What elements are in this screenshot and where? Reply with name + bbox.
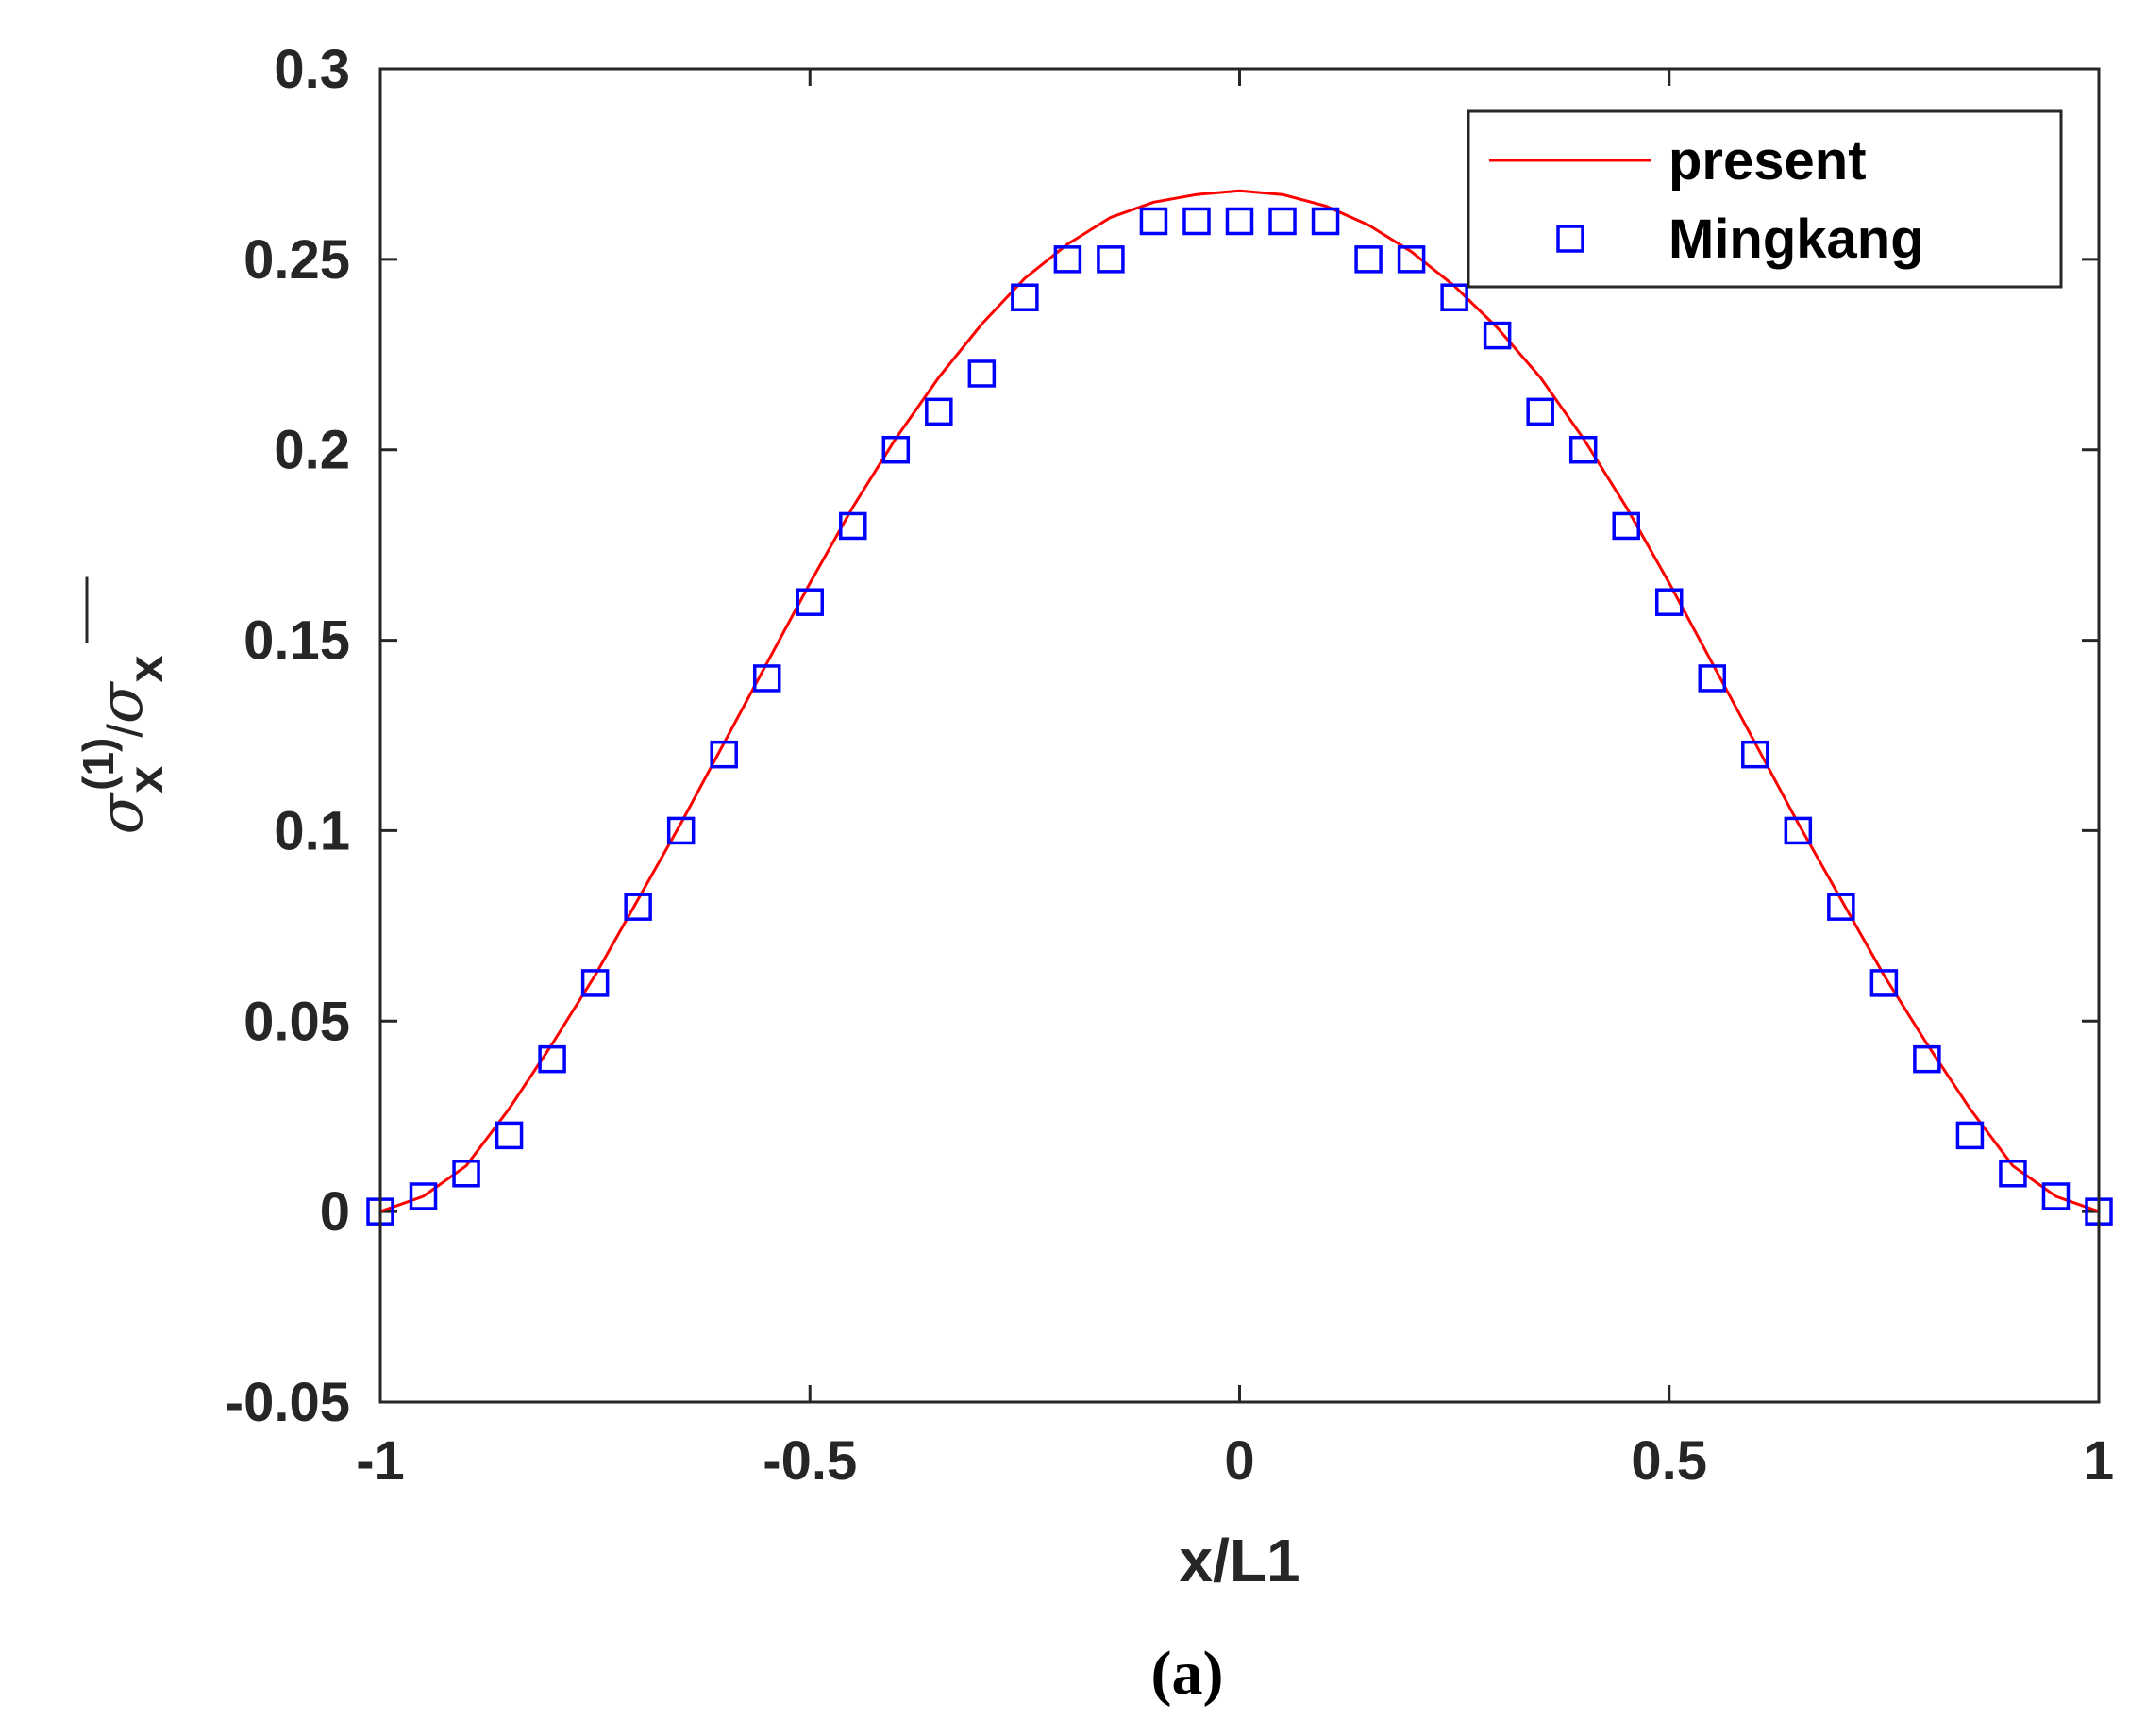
mingkang-point <box>666 816 696 845</box>
mingkang-point <box>1955 1121 1985 1150</box>
y-label-den-sub: x <box>119 655 174 682</box>
mingkang-point <box>1913 1044 1941 1074</box>
mingkang-point <box>1053 245 1082 274</box>
x-tick-label: -1 <box>356 1430 405 1492</box>
tick-labels: -1 -0.5 0 0.5 1 -0.05 0 0.05 0.1 0.15 0.2 0.25 0.3 <box>226 39 2114 1492</box>
mingkang-point <box>1311 207 1340 236</box>
mingkang-point <box>967 359 997 388</box>
legend-label-mingkang: Mingkang <box>1668 209 1924 270</box>
figure-caption: (a) <box>1151 1639 1224 1708</box>
y-tick-label: 0.05 <box>243 991 350 1052</box>
series-mingkang <box>366 207 2113 1226</box>
legend-box <box>1467 109 2063 289</box>
mingkang-point <box>839 511 867 541</box>
mingkang-point <box>1655 588 1684 616</box>
present-line <box>379 189 2100 1213</box>
mingkang-point <box>1784 816 1813 845</box>
mingkang-point <box>752 664 781 693</box>
mingkang-point <box>1483 321 1512 350</box>
axes-box <box>378 67 2101 1404</box>
legend: present Mingkang <box>1467 109 2063 289</box>
y-tick-label: 0.15 <box>243 610 350 672</box>
y-tick-label: 0 <box>320 1181 350 1243</box>
mingkang-point <box>1827 893 1855 921</box>
x-tick-label: 0 <box>1224 1430 1254 1492</box>
legend-marker-mingkang <box>1556 225 1584 253</box>
mingkang-point <box>1526 397 1554 426</box>
y-axis-label: σx(1)/σx <box>74 576 174 834</box>
mingkang-point <box>1139 207 1168 236</box>
legend-label-present: present <box>1668 130 1867 192</box>
y-label-sigma: σ <box>87 791 157 834</box>
mingkang-point <box>1741 740 1769 769</box>
mingkang-point <box>1268 207 1297 236</box>
x-tick-label: -0.5 <box>763 1430 857 1492</box>
svg-text:σx(1)/σx: σx(1)/σx <box>74 655 174 834</box>
mingkang-point <box>538 1044 566 1074</box>
x-tick-label: 1 <box>2084 1430 2114 1492</box>
mingkang-point <box>1869 969 1899 997</box>
mingkang-point <box>1397 245 1426 274</box>
mingkang-point <box>1999 1160 2027 1188</box>
mingkang-point <box>409 1182 438 1210</box>
y-tick-label: 0.2 <box>274 420 350 481</box>
mingkang-point <box>925 397 953 426</box>
y-label-sub: x <box>119 766 174 793</box>
y-tick-label: 0.1 <box>274 800 350 861</box>
mingkang-point <box>710 740 738 769</box>
mingkang-point <box>881 435 911 464</box>
y-label-den-sigma: σ <box>87 680 157 724</box>
series-present <box>379 189 2100 1213</box>
mingkang-point <box>495 1121 524 1150</box>
y-tick-label: 0.3 <box>274 39 350 100</box>
mingkang-point <box>1612 511 1640 541</box>
plot-area <box>380 69 2099 1402</box>
mingkang-point <box>580 969 610 997</box>
mingkang-point <box>1440 283 1468 311</box>
y-tick-label: 0.25 <box>243 229 350 291</box>
mingkang-point <box>452 1160 480 1188</box>
y-tick-label: -0.05 <box>226 1372 350 1433</box>
mingkang-point <box>1225 207 1254 236</box>
mingkang-point <box>1698 664 1727 693</box>
mingkang-point <box>1568 435 1598 464</box>
y-label-sup: (1) <box>74 738 123 791</box>
x-axis-label: x/L1 <box>1179 1527 1299 1594</box>
mingkang-point <box>2041 1182 2071 1210</box>
x-tick-label: 0.5 <box>1631 1430 1707 1492</box>
mingkang-point <box>1182 207 1211 236</box>
mingkang-point <box>1354 245 1383 274</box>
mingkang-point <box>1097 245 1125 274</box>
mingkang-point <box>624 893 652 921</box>
mingkang-point <box>796 588 824 616</box>
mingkang-point <box>1011 283 1039 311</box>
y-label-slash: / <box>98 724 153 738</box>
